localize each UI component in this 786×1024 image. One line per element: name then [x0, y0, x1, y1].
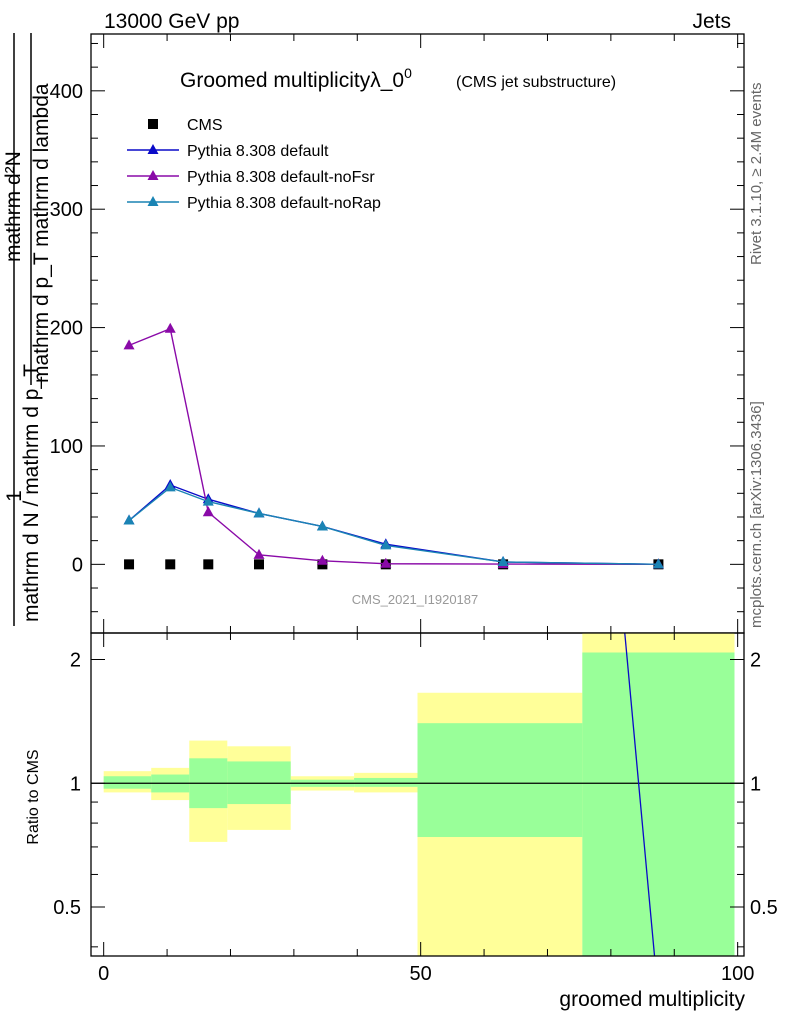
category-label: Jets — [692, 10, 731, 33]
ratio-y-tick-label-right: 1 — [750, 773, 761, 795]
energy-label: 13000 GeV pp — [104, 10, 239, 33]
data-point-cms — [203, 559, 214, 570]
ratio-plot: 0.5 0.5 1 1 2 2 0 50 100 — [53, 632, 778, 985]
legend-marker-pythia-8-308-default — [147, 144, 159, 154]
y-tick-label: 0 — [72, 554, 83, 576]
x-tick-label: 100 — [721, 963, 754, 985]
ratio-y-tick-label-right: 2 — [750, 649, 761, 671]
data-point-cms — [124, 559, 135, 570]
data-point-pythia-8-308-default-nofsr — [253, 548, 265, 559]
data-point-cms — [165, 559, 176, 570]
data-point-pythia-8-308-default-norap — [652, 558, 664, 569]
ratio-inner-band — [582, 652, 735, 956]
mcplots-label: mcplots.cern.ch [arXiv:1306.3436] — [748, 401, 765, 628]
legend-label-pythia-8-308-default-nofsr: Pythia 8.308 default-noFsr — [187, 169, 375, 186]
data-point-pythia-8-308-default-norap — [380, 539, 392, 550]
ylabel-derivative-denominator: mathrm d p_T mathrm d lambda — [30, 83, 53, 383]
series-line-pythia-8-308-default-norap — [128, 486, 659, 566]
chart-subtitle: (CMS jet substructure) — [456, 74, 616, 91]
ratio-ylabel: Ratio to CMS — [25, 749, 42, 844]
x-tick-label: 0 — [98, 963, 109, 985]
y-tick-label: 100 — [50, 436, 83, 458]
data-point-pythia-8-308-default-nofsr — [123, 339, 135, 350]
x-axis-label: groomed multiplicity — [559, 988, 745, 1011]
chart-title-superscript: 0 — [404, 65, 412, 81]
ratio-inner-band — [103, 776, 152, 789]
ratio-frame — [90, 632, 745, 957]
legend-label-pythia-8-308-default-norap: Pythia 8.308 default-noRap — [187, 195, 381, 212]
watermark: CMS_2021_I1920187 — [352, 592, 479, 607]
data-point-pythia-8-308-default-norap — [253, 507, 265, 518]
ylabel-derivative-numerator: mathrm d²N — [2, 151, 25, 262]
ylabel-fraction-denominator: mathrm d N / mathrm d p_T — [20, 364, 43, 622]
y-tick-label: 200 — [50, 318, 83, 340]
main-plot: 0 100 200 300 400 CMS Pythia 8.308 default Pyth… — [50, 33, 745, 634]
data-point-pythia-8-308-default-norap — [497, 555, 509, 566]
data-point-pythia-8-308-default-norap — [123, 514, 135, 525]
data-point-pythia-8-308-default-nofsr — [164, 322, 176, 333]
chart-title: Groomed multiplicityλ_00 — [180, 65, 412, 92]
legend-label-cms: CMS — [187, 117, 223, 134]
series-line-pythia-8-308-default-nofsr — [128, 327, 659, 566]
ratio-inner-band — [354, 777, 418, 787]
legend-marker-cms — [148, 119, 158, 129]
data-point-cms — [254, 559, 265, 570]
ratio-line-pythia-8-308-default — [624, 633, 656, 956]
y-tick-label: 400 — [50, 81, 83, 103]
ratio-y-tick-label: 1 — [70, 773, 81, 795]
x-tick-label: 50 — [410, 963, 432, 985]
ratio-y-tick-label: 0.5 — [53, 897, 81, 919]
data-point-pythia-8-308-default-norap — [316, 520, 328, 531]
data-point-pythia-8-308-default-norap — [202, 495, 214, 506]
legend-marker-pythia-8-308-default-norap — [147, 196, 159, 206]
chart-title-main: Groomed multiplicityλ_0 — [180, 69, 404, 92]
legend-marker-pythia-8-308-default-nofsr — [147, 170, 159, 180]
legend-label-pythia-8-308-default: Pythia 8.308 default — [187, 143, 329, 160]
data-point-pythia-8-308-default-nofsr — [202, 506, 214, 517]
ylabel-fraction-numerator: 1 — [3, 490, 26, 502]
rivet-label: Rivet 3.1.10, ≥ 2.4M events — [748, 83, 765, 266]
y-tick-label: 300 — [50, 199, 83, 221]
data-point-pythia-8-308-default-nofsr — [380, 557, 392, 568]
data-point-pythia-8-308-default-nofsr — [316, 554, 328, 565]
data-point-pythia-8-308-default-norap — [164, 481, 176, 492]
ratio-y-tick-label-right: 0.5 — [750, 897, 778, 919]
ratio-inner-band — [417, 723, 583, 838]
main-ylabel: 1 mathrm d N / mathrm d p_T mathrm d²N m… — [2, 33, 53, 626]
ratio-y-tick-label: 2 — [70, 649, 81, 671]
